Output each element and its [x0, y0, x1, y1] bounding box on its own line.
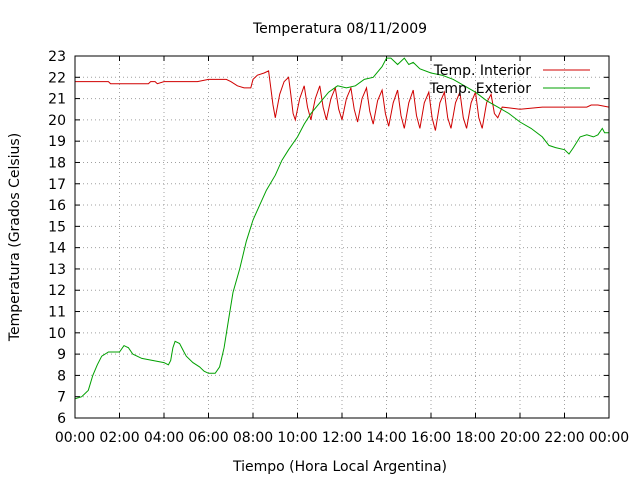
legend-label-0: Temp. Interior [433, 63, 532, 79]
y-tick-label: 6 [57, 411, 66, 427]
y-tick-label: 22 [48, 70, 66, 86]
y-tick-label: 18 [48, 155, 66, 171]
y-tick-label: 19 [48, 134, 66, 150]
y-tick-label: 11 [48, 305, 66, 321]
y-tick-label: 23 [48, 49, 66, 65]
plot-frame [74, 55, 610, 419]
x-tick-label: 04:00 [144, 430, 184, 446]
y-tick-label: 13 [48, 262, 66, 278]
x-tick-label: 22:00 [544, 430, 584, 446]
legend-label-1: Temp. Exterior [429, 81, 532, 97]
x-tick-label: 06:00 [188, 430, 228, 446]
y-tick-label: 10 [48, 326, 66, 342]
y-tick-label: 12 [48, 283, 66, 299]
grid-lines [75, 56, 609, 418]
y-tick-label: 21 [48, 92, 66, 108]
y-tick-label: 17 [48, 177, 66, 193]
x-tick-label: 12:00 [322, 430, 362, 446]
series-line-1 [74, 57, 609, 400]
y-tick-label: 7 [57, 390, 66, 406]
x-tick-label: 00:00 [55, 430, 95, 446]
series-lines [74, 57, 610, 400]
x-tick-label: 18:00 [455, 430, 495, 446]
y-axis-ticks: 6 7 8 9 10 11 12 13 14 15 16 17 18 19 20 21 22 23 [48, 49, 609, 427]
x-tick-label: 14:00 [366, 430, 406, 446]
x-tick-label: 16:00 [411, 430, 451, 446]
x-tick-label: 02:00 [99, 430, 139, 446]
x-tick-label: 20:00 [500, 430, 540, 446]
y-tick-label: 15 [48, 219, 66, 235]
legend: Temp. Interior Temp. Exterior [429, 63, 590, 97]
x-tick-label: 08:00 [233, 430, 273, 446]
y-tick-label: 20 [48, 113, 66, 129]
x-axis-label: Tiempo (Hora Local Argentina) [232, 459, 447, 475]
x-tick-label: 00:00 [589, 430, 629, 446]
y-axis-label: Temperatura (Grados Celsius) [7, 133, 23, 342]
y-tick-label: 9 [57, 347, 66, 363]
y-tick-label: 8 [57, 368, 66, 384]
y-tick-label: 16 [48, 198, 66, 214]
chart-title: Temperatura 08/11/2009 [252, 21, 427, 37]
x-tick-label: 10:00 [277, 430, 317, 446]
x-axis-ticks: 00:00 02:00 04:00 06:00 08:00 10:00 12:00 14:00… [55, 56, 629, 446]
y-tick-label: 14 [48, 241, 66, 257]
